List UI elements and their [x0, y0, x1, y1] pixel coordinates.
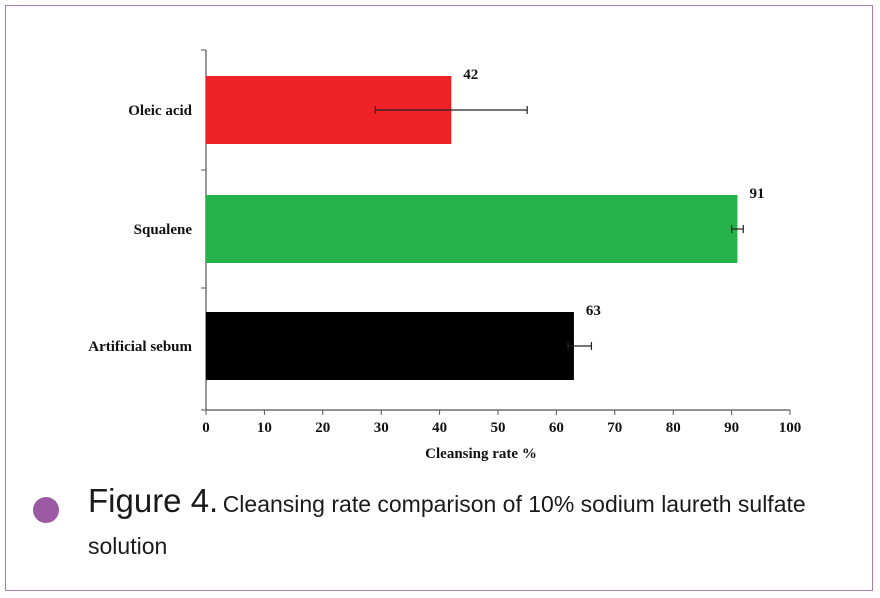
x-tick-label: 30: [374, 420, 389, 436]
caption-text: Cleansing rate comparison of 10% sodium …: [88, 491, 806, 559]
x-axis-title: Cleansing rate %: [425, 446, 537, 462]
figure-caption: Figure 4. Cleansing rate comparison of 1…: [88, 482, 858, 569]
caption-bullet: [33, 497, 59, 523]
x-tick-label: 80: [666, 420, 681, 436]
category-label: Oleic acid: [128, 103, 192, 119]
data-label: 91: [749, 186, 764, 202]
x-tick-label: 40: [432, 420, 447, 436]
bar-squalene: [206, 195, 738, 263]
x-tick-label: 10: [257, 420, 272, 436]
figure-number: Figure 4.: [88, 482, 219, 519]
x-tick-label: 20: [315, 420, 330, 436]
x-tick-label: 90: [724, 420, 739, 436]
category-label: Artificial sebum: [88, 339, 192, 355]
bar-chart: 0 10 20 30 40 50 60 70 80 90 100 Cleansing rate % Ol…: [88, 49, 802, 462]
x-tick-label: 70: [607, 420, 622, 436]
category-label: Squalene: [134, 222, 193, 238]
x-tick-label: 100: [779, 420, 802, 436]
x-tick-label: 50: [491, 420, 506, 436]
x-tick-label: 0: [202, 420, 210, 436]
x-tick-label: 60: [549, 420, 564, 436]
data-label: 63: [586, 303, 601, 319]
bar-artificial-sebum: [206, 312, 574, 380]
data-label: 42: [463, 67, 478, 83]
